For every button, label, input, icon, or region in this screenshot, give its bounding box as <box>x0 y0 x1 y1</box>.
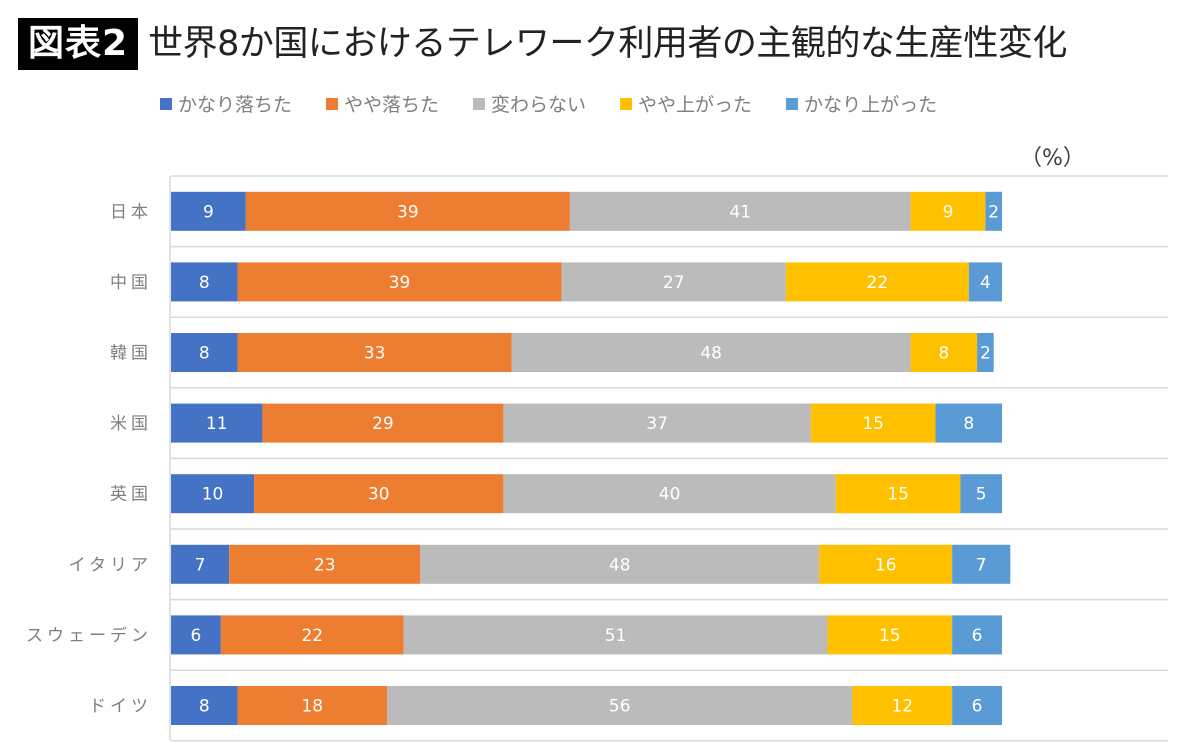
category-label: 韓国 <box>110 344 152 364</box>
data-label: 5 <box>976 485 987 505</box>
data-label: 4 <box>980 273 991 293</box>
stacked-bar-chart: 日本 9 39 41 9 2 中国 8 39 27 22 4 韓国 8 33 48 8 2 米国 11 29 37 15 8 英… <box>0 0 1200 755</box>
data-label: 39 <box>397 202 419 222</box>
category-label: 日本 <box>110 202 152 222</box>
data-label: 8 <box>938 344 949 364</box>
category-label: 米国 <box>110 414 152 434</box>
data-label: 6 <box>191 626 202 646</box>
data-label: 11 <box>206 414 228 434</box>
data-label: 27 <box>663 273 685 293</box>
data-label: 37 <box>646 414 668 434</box>
data-label: 22 <box>301 626 323 646</box>
data-label: 15 <box>879 626 901 646</box>
data-label: 6 <box>972 697 983 717</box>
data-label: 8 <box>963 414 974 434</box>
data-label: 9 <box>203 202 214 222</box>
data-label: 7 <box>195 555 206 575</box>
data-label: 15 <box>862 414 884 434</box>
category-label: 中国 <box>110 273 152 293</box>
data-label: 29 <box>372 414 394 434</box>
data-label: 15 <box>887 485 909 505</box>
category-label: ドイツ <box>89 697 152 717</box>
category-label: イタリア <box>69 555 152 575</box>
data-label: 2 <box>988 202 999 222</box>
category-label: スウェーデン <box>26 625 152 646</box>
data-label: 8 <box>199 273 210 293</box>
data-label: 40 <box>659 485 681 505</box>
data-label: 51 <box>605 626 627 646</box>
data-label: 48 <box>609 555 631 575</box>
data-label: 2 <box>980 344 991 364</box>
data-label: 23 <box>314 555 336 575</box>
category-label: 英国 <box>110 485 152 505</box>
data-label: 10 <box>202 485 224 505</box>
data-label: 6 <box>972 626 983 646</box>
data-label: 30 <box>368 485 390 505</box>
data-label: 7 <box>976 555 987 575</box>
data-label: 33 <box>364 344 386 364</box>
data-label: 48 <box>700 344 722 364</box>
data-label: 8 <box>199 697 210 717</box>
data-label: 56 <box>609 697 631 717</box>
data-label: 18 <box>301 697 323 717</box>
data-label: 9 <box>943 202 954 222</box>
data-label: 12 <box>891 697 913 717</box>
data-label: 22 <box>867 273 889 293</box>
data-label: 41 <box>729 202 751 222</box>
data-label: 8 <box>199 344 210 364</box>
data-label: 16 <box>875 555 897 575</box>
data-label: 39 <box>389 273 411 293</box>
